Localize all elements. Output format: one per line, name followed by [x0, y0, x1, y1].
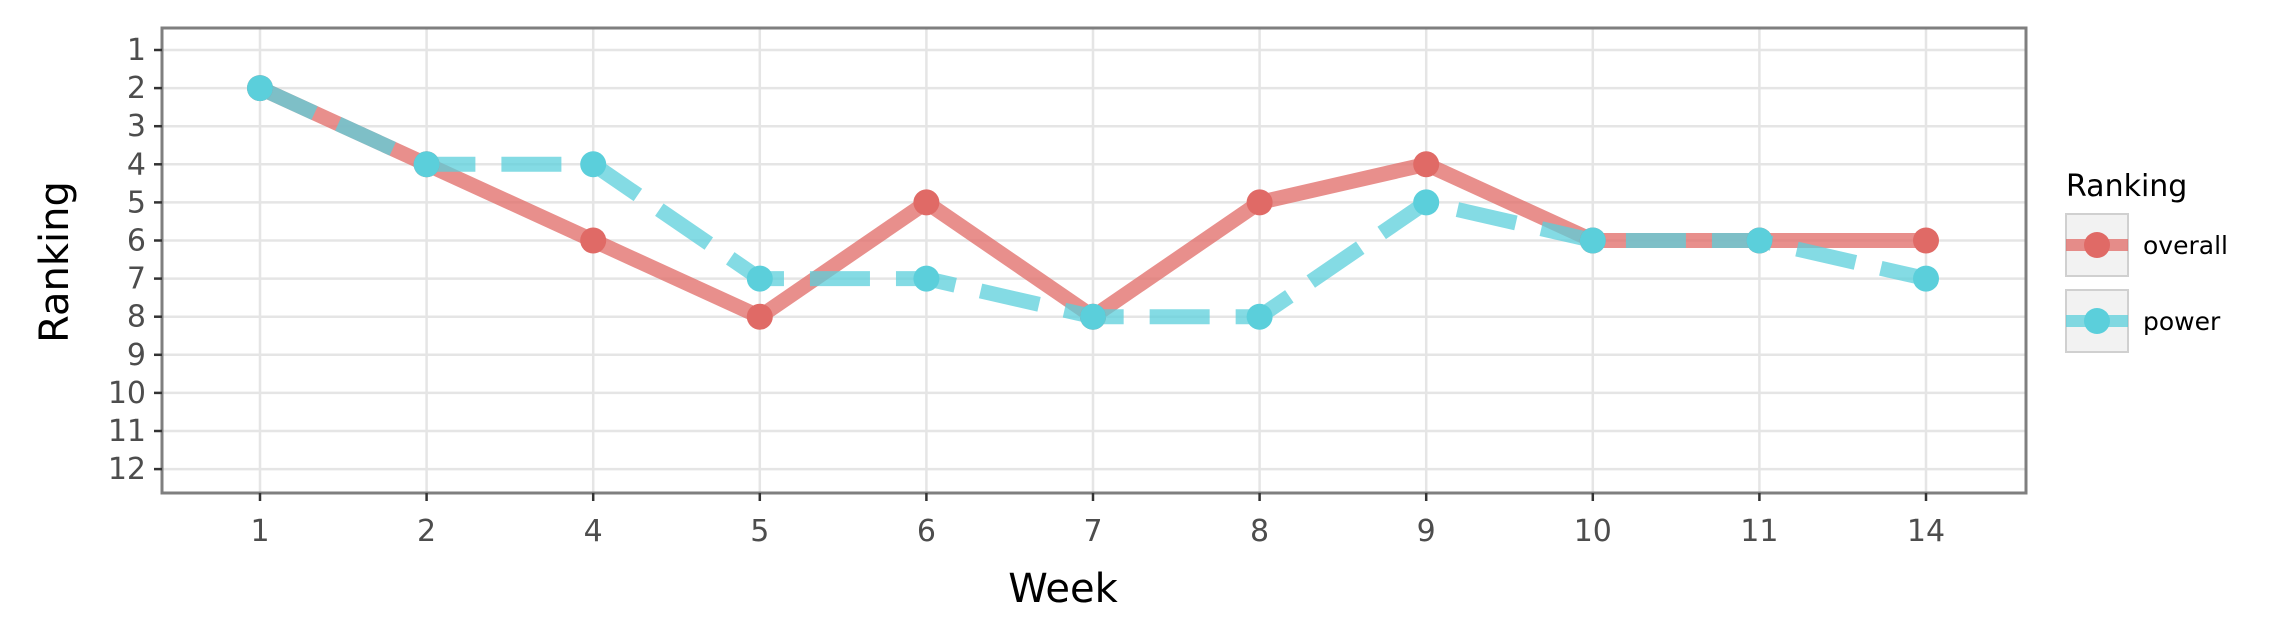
- x-tick-label: 8: [1250, 514, 1269, 549]
- point-overall: [580, 227, 607, 254]
- y-tick-label: 5: [127, 185, 146, 220]
- y-tick-label: 4: [127, 147, 146, 182]
- y-tick-label: 8: [127, 300, 146, 335]
- y-tick-label: 1: [127, 33, 146, 68]
- legend-point-power: [2084, 308, 2110, 334]
- point-power: [580, 151, 607, 178]
- x-tick-label: 6: [917, 514, 936, 549]
- y-tick-label: 9: [127, 338, 146, 373]
- x-tick-label: 1: [250, 514, 269, 549]
- point-power: [1246, 303, 1273, 330]
- x-tick-label: 4: [584, 514, 603, 549]
- point-overall: [913, 189, 940, 216]
- point-power: [746, 265, 773, 292]
- y-tick-label: 7: [127, 262, 146, 297]
- legend: Ranking overall power: [2065, 169, 2228, 353]
- y-tick-label: 10: [108, 376, 146, 411]
- legend-label-overall: overall: [2143, 231, 2228, 260]
- point-power: [413, 151, 440, 178]
- y-tick-label: 3: [127, 109, 146, 144]
- legend-label-power: power: [2143, 307, 2221, 336]
- point-overall: [1413, 151, 1440, 178]
- point-power: [1080, 303, 1106, 330]
- legend-point-overall: [2084, 232, 2110, 258]
- y-axis-title: Ranking: [32, 181, 78, 343]
- x-tick-label: 7: [1083, 514, 1102, 549]
- x-tick-label: 2: [417, 514, 436, 549]
- point-power: [1413, 189, 1440, 216]
- y-tick-label: 6: [127, 224, 146, 259]
- point-power: [1913, 265, 1939, 292]
- point-power: [1579, 227, 1606, 254]
- y-tick-label: 11: [108, 414, 146, 449]
- point-power: [1746, 227, 1773, 254]
- series: [247, 75, 1939, 330]
- legend-title: Ranking: [2066, 169, 2187, 204]
- x-tick-label: 5: [750, 514, 769, 549]
- point-overall: [746, 303, 773, 330]
- x-tick-label: 10: [1574, 514, 1612, 549]
- point-overall: [1913, 227, 1939, 254]
- y-tick-label: 2: [127, 71, 146, 106]
- point-power: [913, 265, 940, 292]
- x-tick-label: 9: [1417, 514, 1436, 549]
- point-overall: [1246, 189, 1273, 216]
- y-tick-label: 12: [108, 452, 146, 487]
- point-power: [247, 75, 273, 102]
- x-tick-label: 11: [1740, 514, 1778, 549]
- x-axis-title: Week: [1008, 566, 1118, 612]
- x-tick-label: 14: [1907, 514, 1945, 549]
